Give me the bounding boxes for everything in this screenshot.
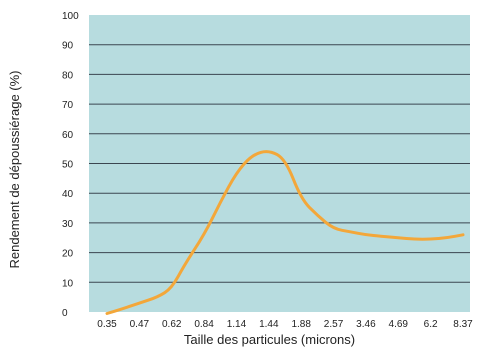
grid-lines (89, 44, 470, 283)
y-axis-title: Rendement de dépoussiérage (%) (7, 70, 22, 268)
x-tick-label: 8.37 (453, 319, 473, 330)
y-tick-label: 70 (62, 100, 74, 111)
series-lines (105, 150, 465, 315)
x-tick-label: 1.44 (259, 319, 279, 330)
y-tick-label: 10 (62, 278, 74, 289)
x-axis-title: Taille des particules (microns) (184, 332, 355, 347)
y-tick-label: 50 (62, 160, 74, 171)
y-tick-labels: 0 10 20 30 40 50 60 70 80 90 100 (62, 11, 79, 319)
y-tick-label: 0 (62, 308, 68, 319)
x-tick-label: 1.14 (227, 319, 247, 330)
x-tick-label: 0.62 (162, 319, 182, 330)
x-tick-label: 3.46 (356, 319, 376, 330)
y-tick-label: 30 (62, 219, 74, 230)
y-tick-label: 20 (62, 249, 74, 260)
y-tick-label: 60 (62, 130, 74, 141)
x-tick-label: 2.57 (324, 319, 344, 330)
x-tick-label: 0.47 (130, 319, 150, 330)
x-tick-label: 0.84 (194, 319, 214, 330)
y-tick-label: 40 (62, 189, 74, 200)
series-line (105, 150, 465, 315)
x-tick-label: 0.35 (97, 319, 117, 330)
x-tick-label: 1.88 (291, 319, 311, 330)
x-tick-label: 6.2 (424, 319, 438, 330)
y-tick-label: 100 (62, 11, 79, 22)
y-tick-label: 90 (62, 41, 74, 52)
x-tick-labels: 0.35 0.47 0.62 0.84 1.14 1.44 1.88 2.57 3.46 4.69… (97, 319, 473, 330)
x-tick-label: 4.69 (389, 319, 409, 330)
y-tick-label: 80 (62, 70, 74, 81)
